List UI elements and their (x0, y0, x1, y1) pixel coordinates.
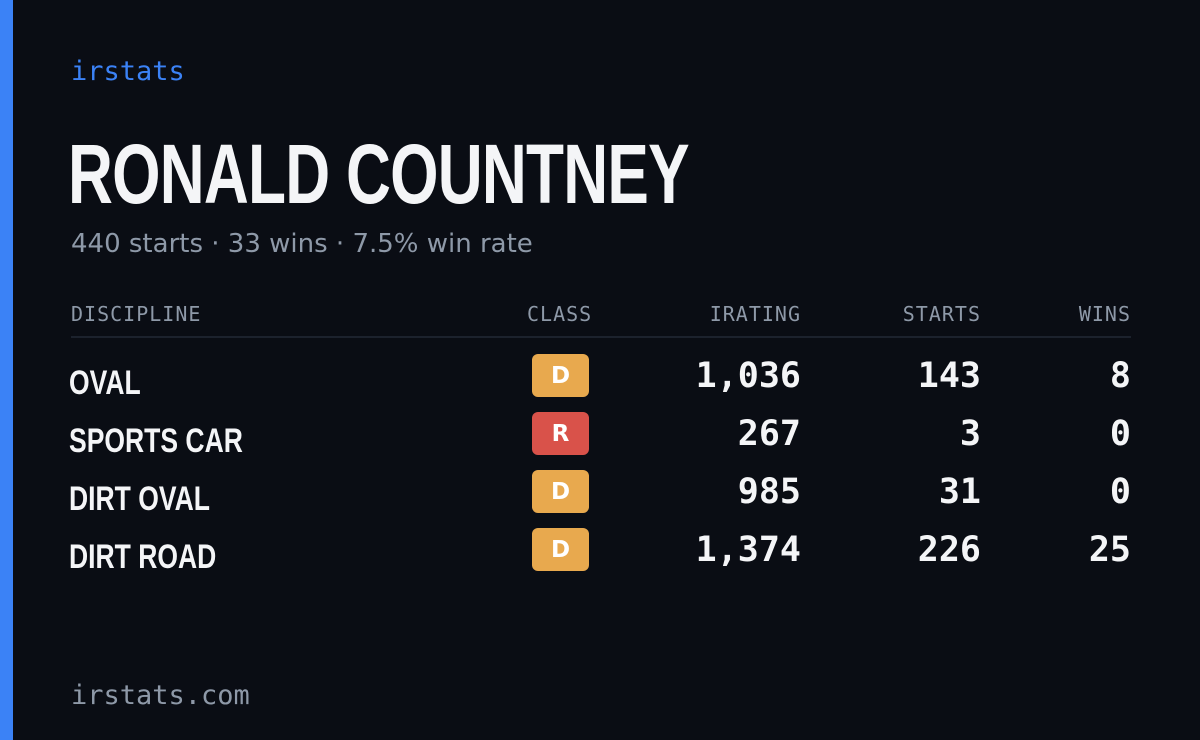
header-wins: WINS (1078, 302, 1131, 326)
driver-summary: 440 starts · 33 wins · 7.5% win rate (71, 229, 533, 259)
discipline-name: DIRT ROAD (69, 538, 217, 576)
starts-value: 3 (959, 414, 981, 454)
irating-value: 985 (737, 472, 801, 512)
wins-value: 0 (1109, 414, 1131, 454)
class-badge: D (532, 528, 589, 571)
table-body: OVAL D 1,036 143 8 SPORTS CAR R 267 3 0 … (69, 338, 1131, 586)
starts-value: 31 (938, 472, 981, 512)
table-header: DISCIPLINE CLASS IRATING STARTS WINS (71, 298, 1131, 338)
discipline-name: DIRT OVAL (69, 480, 210, 518)
header-discipline: DISCIPLINE (71, 302, 202, 326)
header-irating: IRATING (709, 302, 801, 326)
table-row: DIRT OVAL D 985 31 0 (69, 470, 1131, 528)
class-badge: D (532, 470, 589, 513)
wins-value: 25 (1088, 530, 1131, 570)
table-row: OVAL D 1,036 143 8 (69, 354, 1131, 412)
discipline-table: DISCIPLINE CLASS IRATING STARTS WINS OVA… (69, 298, 1131, 586)
irating-value: 1,036 (695, 356, 801, 396)
irating-value: 267 (737, 414, 801, 454)
class-badge: R (532, 412, 589, 455)
table-row: DIRT ROAD D 1,374 226 25 (69, 528, 1131, 586)
starts-value: 143 (917, 356, 981, 396)
wins-value: 8 (1109, 356, 1131, 396)
driver-name: RONALD COUNTNEY (68, 127, 690, 221)
discipline-name: OVAL (69, 364, 141, 402)
footer-url: irstats.com (71, 680, 250, 711)
class-badge: D (532, 354, 589, 397)
brand-logo-text: irstats (71, 56, 185, 87)
table-row: SPORTS CAR R 267 3 0 (69, 412, 1131, 470)
accent-bar (0, 0, 13, 740)
starts-value: 226 (917, 530, 981, 570)
discipline-name: SPORTS CAR (69, 422, 243, 460)
header-class: CLASS (527, 302, 593, 326)
irating-value: 1,374 (695, 530, 801, 570)
header-starts: STARTS (902, 302, 981, 326)
wins-value: 0 (1109, 472, 1131, 512)
